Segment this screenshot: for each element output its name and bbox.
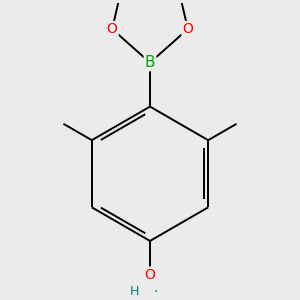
- Text: O: O: [145, 268, 155, 281]
- Text: H: H: [130, 285, 139, 298]
- Text: B: B: [145, 55, 155, 70]
- Text: O: O: [182, 22, 193, 36]
- Text: O: O: [107, 22, 118, 36]
- Text: ·: ·: [153, 285, 158, 298]
